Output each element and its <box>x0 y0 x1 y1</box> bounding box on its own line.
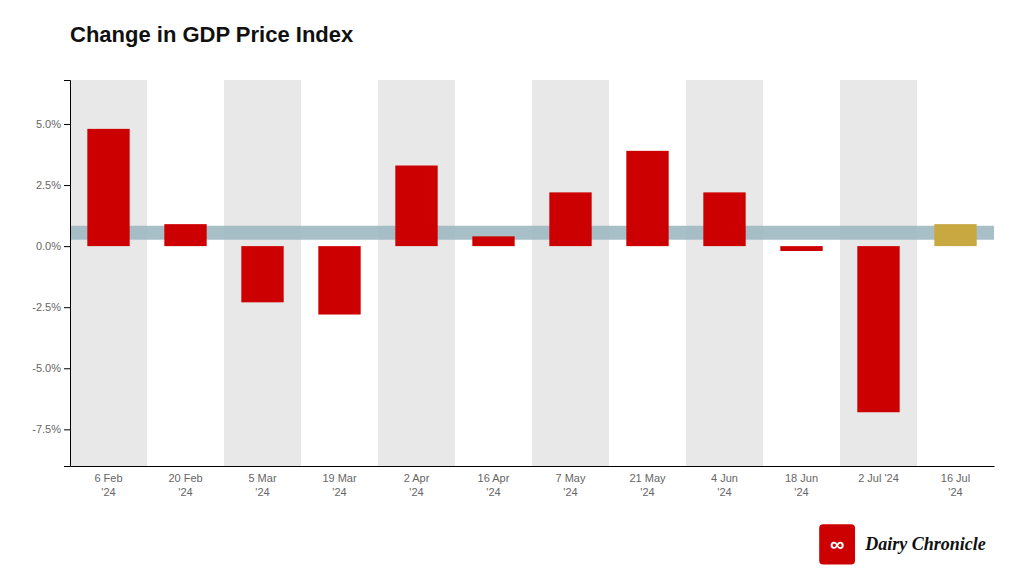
plot: -7.5%-5.0%-2.5%0.0%2.5%5.0%6 Feb'2420 Fe… <box>32 80 994 498</box>
plot-area <box>70 80 994 466</box>
y-tick-label: -2.5% <box>32 301 61 313</box>
x-tick-label: 2 Apr '24 <box>404 472 430 498</box>
column-stripe <box>532 80 609 466</box>
chart: Change in GDP Price Index -7.5% -5.0% -2.5%… <box>0 0 1024 576</box>
x-tick-label-line: 2 Apr <box>404 472 430 484</box>
x-tick: 19 Mar '24 <box>322 472 357 498</box>
x-tick-label: 2 Jul '24 <box>858 472 899 484</box>
y-tick-label: -7.5% <box>32 423 61 435</box>
y-tick: 5.0% <box>36 118 70 130</box>
x-tick-label: 7 May '24 <box>556 472 586 498</box>
bar <box>395 166 437 247</box>
x-tick-label-line: '24 <box>101 486 115 498</box>
y-tick-label: 2.5% <box>36 179 61 191</box>
y-axis: -7.5% -5.0% -2.5% 0.0% 2.5% 5.0% <box>32 81 70 467</box>
bars <box>87 129 976 412</box>
y-tick-mark <box>64 368 70 369</box>
x-tick-label-line: '24 <box>409 486 423 498</box>
x-tick-label-line: 16 Jul <box>941 472 970 484</box>
logo-symbol: ∞ <box>830 533 844 555</box>
x-tick-label: 16 Jul '24 <box>941 472 970 498</box>
x-tick-label: 19 Mar '24 <box>322 472 357 498</box>
x-tick-label-line: 5 Mar <box>248 472 276 484</box>
bar <box>318 246 360 314</box>
bar <box>703 192 745 246</box>
y-tick-mark <box>64 246 70 247</box>
x-tick: 16 Jul '24 <box>941 472 970 498</box>
y-tick-label: -5.0% <box>32 362 61 374</box>
column-stripe <box>686 80 763 466</box>
logo-icon <box>819 524 855 564</box>
reference-line <box>70 226 994 240</box>
x-tick-label: 20 Feb '24 <box>168 472 202 498</box>
y-axis-line <box>64 81 71 467</box>
x-tick-label-line: '24 <box>178 486 192 498</box>
x-tick: 6 Feb '24 <box>94 472 122 498</box>
column-stripe <box>840 80 917 466</box>
stripes <box>70 80 917 466</box>
column-stripe <box>224 80 301 466</box>
bar <box>549 192 591 246</box>
y-tick: 2.5% <box>36 179 70 191</box>
y-tick-mark <box>64 124 70 125</box>
x-tick: 5 Mar '24 <box>248 472 276 498</box>
column-stripe <box>70 80 147 466</box>
y-tick-mark <box>64 429 70 430</box>
y-tick-mark <box>64 307 70 308</box>
x-tick-label: 4 Jun '24 <box>711 472 738 498</box>
y-tick: 0.0% <box>36 240 70 252</box>
x-tick-label-line: '24 <box>640 486 654 498</box>
column-stripe <box>378 80 455 466</box>
y-tick-label: 5.0% <box>36 118 61 130</box>
y-tick-mark <box>64 185 70 186</box>
logo: ∞ Dairy Chronicle <box>819 524 986 564</box>
x-tick: 7 May '24 <box>556 472 586 498</box>
x-tick-label-line: '24 <box>717 486 731 498</box>
y-tick: -2.5% <box>32 301 70 313</box>
bar <box>626 151 668 246</box>
x-tick-label-line: '24 <box>794 486 808 498</box>
x-tick-label-line: '24 <box>563 486 577 498</box>
x-tick-label: 21 May '24 <box>629 472 666 498</box>
x-tick: 2 Apr '24 <box>404 472 430 498</box>
x-tick-label-line: 16 Apr <box>478 472 510 484</box>
bar <box>857 246 899 412</box>
x-tick-label-line: 20 Feb <box>168 472 202 484</box>
x-tick-label-line: 4 Jun <box>711 472 738 484</box>
title: Change in GDP Price Index <box>70 22 354 47</box>
x-tick-label-line: 7 May <box>556 472 586 484</box>
bar <box>241 246 283 302</box>
x-tick-label-line: 19 Mar <box>322 472 357 484</box>
x-tick-label-line: '24 <box>255 486 269 498</box>
x-tick-label-line: 6 Feb <box>94 472 122 484</box>
x-tick-label-line: '24 <box>948 486 962 498</box>
bar <box>780 246 822 251</box>
y-tick: -7.5% <box>32 423 70 435</box>
y-tick: -5.0% <box>32 362 70 374</box>
x-tick: 21 May '24 <box>629 472 666 498</box>
x-tick: 20 Feb '24 <box>168 472 202 498</box>
x-axis: 6 Feb '24 20 Feb '24 5 Mar '24 19 Mar '24 2 Apr '… <box>71 467 995 499</box>
x-tick-label-line: 18 Jun <box>785 472 818 484</box>
x-tick-label: 5 Mar '24 <box>248 472 276 498</box>
x-tick-label: 6 Feb '24 <box>94 472 122 498</box>
bar <box>164 224 206 246</box>
bar <box>87 129 129 246</box>
x-tick: 16 Apr '24 <box>478 472 510 498</box>
x-tick: 2 Jul '24 <box>858 472 899 484</box>
x-tick-label-line: '24 <box>332 486 346 498</box>
bar <box>934 224 976 246</box>
x-tick: 18 Jun '24 <box>785 472 818 498</box>
x-tick-label-line: 2 Jul '24 <box>858 472 899 484</box>
x-tick-label-line: 21 May <box>629 472 666 484</box>
y-tick-label: 0.0% <box>36 240 61 252</box>
x-tick: 4 Jun '24 <box>711 472 738 498</box>
x-tick-label-line: '24 <box>486 486 500 498</box>
x-tick-label: 18 Jun '24 <box>785 472 818 498</box>
x-tick-label: 16 Apr '24 <box>478 472 510 498</box>
bar <box>472 236 514 246</box>
logo-text: Dairy Chronicle <box>864 534 986 554</box>
x-axis-line <box>71 466 995 467</box>
